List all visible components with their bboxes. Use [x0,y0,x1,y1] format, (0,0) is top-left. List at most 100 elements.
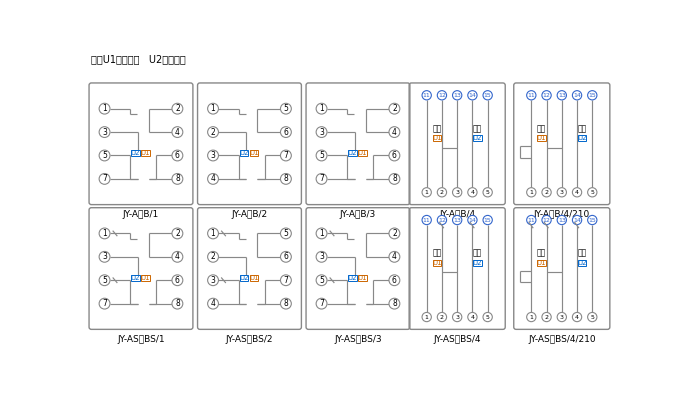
Text: JY-AS，BS/3: JY-AS，BS/3 [334,335,382,344]
Text: 6: 6 [175,276,180,285]
Circle shape [452,91,462,100]
Text: 13: 13 [453,218,461,222]
Text: 3: 3 [211,151,216,160]
Circle shape [281,127,291,137]
FancyBboxPatch shape [578,135,586,142]
Circle shape [316,127,327,137]
Text: U1: U1 [249,150,259,156]
Text: U2: U2 [348,275,357,281]
Text: 启动: 启动 [473,249,482,258]
Circle shape [172,275,183,285]
Circle shape [208,228,218,239]
Text: 1: 1 [319,104,324,113]
Text: 1: 1 [211,229,216,238]
Text: 8: 8 [392,299,397,308]
FancyBboxPatch shape [433,135,441,142]
FancyBboxPatch shape [358,275,367,281]
Text: 4: 4 [575,315,579,319]
Circle shape [468,216,477,225]
Text: U2: U2 [239,150,248,156]
Text: 14: 14 [468,93,477,98]
Circle shape [99,228,110,239]
Text: U1: U1 [537,135,547,142]
Circle shape [208,298,218,309]
Circle shape [557,91,566,100]
Text: 12: 12 [542,93,550,98]
Circle shape [172,150,183,161]
FancyBboxPatch shape [250,150,258,156]
Text: 4: 4 [211,174,216,183]
Text: 2: 2 [545,315,549,319]
Text: 5: 5 [486,315,489,319]
Circle shape [389,228,400,239]
Circle shape [557,188,566,197]
Text: 6: 6 [392,151,397,160]
Text: 3: 3 [102,252,107,261]
Circle shape [438,91,447,100]
Circle shape [281,298,291,309]
Circle shape [468,188,477,197]
Text: 4: 4 [392,252,397,261]
Circle shape [316,298,327,309]
FancyBboxPatch shape [538,135,546,142]
Text: 2: 2 [392,104,397,113]
FancyBboxPatch shape [349,275,357,281]
Circle shape [526,312,536,321]
Text: 5: 5 [590,190,594,195]
Text: 2: 2 [440,190,444,195]
FancyBboxPatch shape [132,275,140,281]
Text: 电源: 电源 [537,124,546,133]
Circle shape [316,228,327,239]
Circle shape [172,298,183,309]
Text: 4: 4 [470,190,475,195]
Circle shape [99,173,110,184]
Text: 15: 15 [484,218,491,222]
Circle shape [281,173,291,184]
Text: 2: 2 [211,128,216,137]
Circle shape [316,173,327,184]
Text: U2: U2 [239,275,248,281]
Circle shape [468,91,477,100]
Text: 5: 5 [284,104,288,113]
Text: 1: 1 [102,104,107,113]
Circle shape [99,275,110,285]
Text: 1: 1 [529,315,533,319]
Circle shape [208,173,218,184]
Circle shape [587,188,597,197]
Circle shape [483,312,492,321]
Text: 注：U1辅助电源   U2整定电压: 注：U1辅助电源 U2整定电压 [90,54,186,64]
Text: 2: 2 [440,315,444,319]
Circle shape [389,150,400,161]
Circle shape [389,173,400,184]
Text: 3: 3 [560,315,564,319]
Text: U2: U2 [473,135,482,142]
Text: 14: 14 [573,93,581,98]
Circle shape [316,275,327,285]
Text: 1: 1 [319,229,324,238]
Circle shape [573,188,582,197]
Text: 3: 3 [455,315,459,319]
Circle shape [422,91,431,100]
Circle shape [208,150,218,161]
Circle shape [172,252,183,262]
Text: 14: 14 [468,218,477,222]
FancyBboxPatch shape [132,150,140,156]
Text: 3: 3 [560,190,564,195]
Text: 2: 2 [175,104,180,113]
Text: U2: U2 [578,260,587,266]
Text: U2: U2 [578,135,587,142]
Circle shape [281,275,291,285]
Text: 5: 5 [319,276,324,285]
Text: 3: 3 [211,276,216,285]
Text: 5: 5 [590,315,594,319]
Circle shape [587,216,597,225]
Circle shape [172,127,183,137]
FancyBboxPatch shape [141,150,150,156]
Text: JY-AS，BS/4: JY-AS，BS/4 [433,335,481,344]
Circle shape [526,91,536,100]
Text: 4: 4 [175,128,180,137]
Circle shape [422,216,431,225]
Text: 3: 3 [102,128,107,137]
FancyBboxPatch shape [473,260,482,266]
Circle shape [208,103,218,114]
